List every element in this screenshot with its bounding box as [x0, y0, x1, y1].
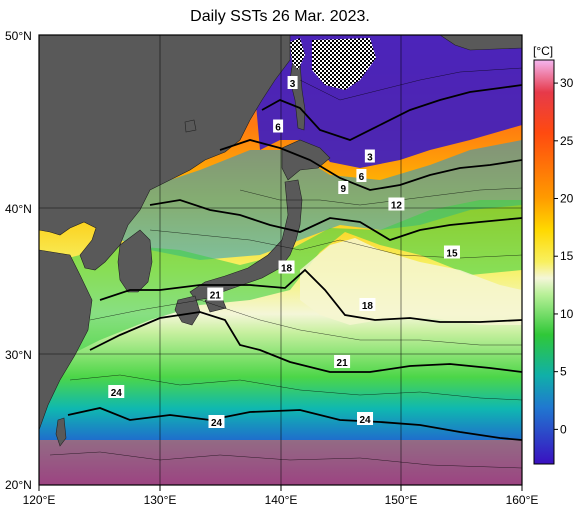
isotherm-label-text: 6: [359, 172, 365, 183]
colorbar-scale: [533, 59, 555, 465]
colorbar-tick-label: 5: [560, 365, 567, 379]
axis-ticks: [38, 485, 523, 491]
isotherm-label: 18: [278, 260, 295, 275]
warm-band-south: [39, 440, 522, 485]
land-korea: [117, 229, 153, 293]
colorbar-tick-label: 15: [560, 249, 574, 263]
isotherm-label: 24: [357, 412, 374, 426]
isotherm-label-text: 9: [341, 184, 347, 195]
isotherm-label: 3: [364, 149, 375, 164]
lon-label: 130°E: [144, 493, 177, 507]
isotherm-label: 21: [334, 355, 351, 369]
isotherm-label: 6: [273, 119, 284, 134]
isotherm-label-text: 24: [111, 388, 123, 399]
colorbar-ticks: 30 25 20 15 10 5 0: [554, 76, 574, 436]
isotherm-12: [149, 199, 522, 241]
lat-label: 50°N: [5, 29, 32, 43]
isotherm-18: [99, 268, 522, 323]
colorbar-tick-label: 20: [560, 192, 574, 206]
isotherm-label-text: 3: [290, 79, 296, 90]
isotherm-label: 24: [108, 385, 125, 399]
isotherm-label: 24: [208, 415, 225, 429]
isotherm-label-text: 15: [446, 249, 458, 260]
map-title: Daily SSTs 26 Mar. 2023.: [190, 8, 370, 25]
isotherm-3: [261, 84, 522, 141]
green-band: [60, 200, 522, 360]
lon-label: 150°E: [385, 493, 418, 507]
land-island-small: [184, 119, 197, 133]
land-hokkaido: [281, 139, 331, 181]
isotherm-label-text: 24: [211, 418, 223, 429]
isotherm-24: [67, 407, 522, 441]
colorbar-tick-label: 25: [560, 134, 574, 148]
land-kamchatka: [439, 35, 522, 51]
map-area: [39, 35, 522, 485]
colorbar-tick-label: 10: [560, 307, 574, 321]
isotherm-label-text: 12: [391, 201, 403, 212]
lat-label: 40°N: [5, 202, 32, 216]
colorbar-tick-label: 30: [560, 76, 574, 90]
sea-ice-okhotsk: [290, 38, 376, 90]
colorbar: [°C] 30 25 20 15 10 5 0: [533, 44, 574, 465]
land-asia: [39, 35, 291, 271]
lat-label: 30°N: [5, 348, 32, 362]
isotherm-label-text: 18: [281, 264, 293, 275]
isotherm-label-text: 6: [275, 123, 281, 134]
land: [39, 35, 522, 447]
isotherm-label: 12: [388, 197, 405, 212]
land-china-coast: [39, 249, 93, 431]
isotherm-21: [89, 311, 522, 373]
isotherm-label-text: 21: [337, 358, 349, 369]
isotherm-label: 18: [359, 298, 376, 312]
isotherm-label-text: 3: [367, 153, 373, 164]
isotherm-6: [219, 139, 522, 191]
isotherm-label: 3: [287, 76, 298, 90]
lon-label: 160°E: [506, 493, 539, 507]
land-taiwan: [55, 417, 67, 447]
isotherm-label: 21: [207, 287, 224, 302]
lon-label: 140°E: [265, 493, 298, 507]
isotherm-label-text: 21: [210, 291, 222, 302]
isotherms-minor: [49, 67, 522, 469]
lon-label: 120°E: [23, 493, 56, 507]
isotherms-major: [67, 84, 522, 441]
isotherm-label-text: 24: [359, 415, 371, 426]
isotherm-label-text: 18: [362, 301, 374, 312]
isotherm-label: 6: [356, 169, 367, 183]
isotherm-label: 15: [443, 245, 460, 260]
colorbar-tick-label: 0: [560, 422, 567, 436]
lat-label: 20°N: [5, 478, 32, 492]
colorbar-unit: [°C]: [533, 44, 553, 58]
kuroshio-extension-warm: [300, 238, 522, 325]
isotherm-label: 9: [338, 181, 349, 195]
